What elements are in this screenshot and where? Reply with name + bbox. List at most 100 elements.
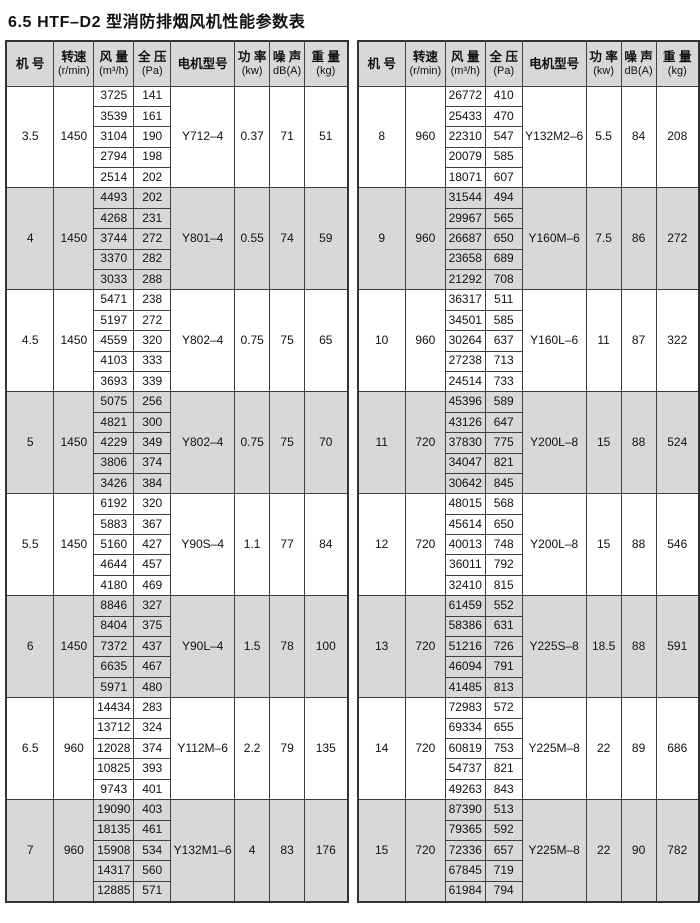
cell-pressure: 647	[484, 411, 523, 434]
cell-airflow: 3693	[93, 370, 135, 393]
cell-power: 11	[585, 289, 622, 393]
cell-noise: 75	[269, 391, 306, 495]
table-row: 60819 753	[358, 737, 700, 760]
cell-airflow: 36011	[444, 554, 486, 576]
cell-airflow: 4229	[93, 432, 135, 454]
table-row: 13712 324	[6, 717, 348, 740]
table-row: 13 720 61459 552 Y225S–8 18.5 88 591	[357, 595, 700, 699]
cell-weight: 322	[655, 289, 700, 393]
cell-motor-model: Y160M–6	[521, 187, 587, 291]
cell-machine-no: 5.5	[5, 493, 55, 597]
cell-pressure: 231	[133, 207, 172, 230]
cell-pressure: 655	[484, 717, 523, 740]
col-header-0: 机 号	[5, 40, 55, 87]
cell-airflow: 5883	[93, 513, 135, 536]
cell-machine-no: 6	[5, 595, 55, 699]
cell-power: 15	[585, 493, 622, 597]
col-header-line2: (kg)	[667, 64, 687, 77]
cell-pressure: 791	[484, 656, 523, 678]
cell-airflow: 12028	[93, 737, 135, 760]
cell-weight: 782	[655, 799, 700, 903]
cell-pressure: 733	[484, 370, 523, 393]
col-header-3: 全 压 (Pa)	[133, 40, 172, 87]
cell-pressure: 327	[133, 595, 172, 617]
cell-speed: 960	[404, 289, 446, 393]
cell-pressure: 775	[484, 432, 523, 454]
cell-speed: 1450	[53, 187, 95, 291]
cell-pressure: 689	[484, 248, 523, 271]
cell-airflow: 72336	[444, 839, 486, 862]
cell-airflow: 67845	[444, 860, 486, 882]
cell-airflow: 61459	[444, 595, 486, 617]
cell-pressure: 427	[133, 534, 172, 556]
table-row: 4.5 1450 5471 238 Y802–4 0.75 75 65	[5, 289, 348, 393]
table-row: 43126 647	[358, 411, 700, 434]
cell-pressure: 560	[133, 860, 172, 882]
cell-airflow: 54737	[444, 758, 486, 780]
cell-motor-model: Y200L–8	[521, 391, 587, 495]
col-header-1: 转速 (r/min)	[53, 40, 95, 87]
table-row: 5883 367	[6, 513, 348, 536]
cell-machine-no: 7	[5, 799, 55, 903]
cell-airflow: 3426	[93, 472, 135, 495]
cell-airflow: 3104	[93, 126, 135, 148]
cell-machine-no: 13	[357, 595, 406, 699]
table-row: 11 720 45396 589 Y200L–8 15 88 524	[357, 391, 700, 495]
table-row: 37830 775	[358, 432, 700, 454]
cell-airflow: 41485	[444, 676, 486, 699]
table-row: 27238 713	[358, 350, 700, 372]
table-row: 4103 333	[6, 350, 348, 372]
cell-motor-model: Y225M–8	[521, 799, 587, 903]
cell-airflow: 6635	[93, 656, 135, 678]
col-header-line2: (kw)	[593, 64, 614, 77]
cell-pressure: 571	[133, 880, 172, 903]
cell-power: 15	[585, 391, 622, 495]
table-row: 4268 231	[6, 207, 348, 230]
cell-airflow: 26772	[444, 85, 486, 107]
cell-airflow: 14317	[93, 860, 135, 882]
fan-spec-table-left: 机 号转速 (r/min) 风 量 (m³/h) 全 压 (Pa) 电机型号功 率 (kw) 噪…	[5, 40, 349, 903]
col-header-line1: 噪 声	[624, 50, 653, 65]
cell-pressure: 202	[133, 187, 172, 209]
cell-noise: 74	[269, 187, 306, 291]
cell-pressure: 384	[133, 472, 172, 495]
cell-airflow: 43126	[444, 411, 486, 434]
cell-pressure: 719	[484, 860, 523, 882]
cell-weight: 70	[304, 391, 348, 495]
col-header-line1: 噪 声	[272, 50, 302, 65]
cell-motor-model: Y712–4	[170, 85, 236, 189]
table-row: 3806 374	[6, 452, 348, 474]
col-header-6: 噪 声 dB(A)	[269, 40, 306, 87]
cell-motor-model: Y112M–6	[170, 697, 236, 801]
cell-airflow: 32410	[444, 574, 486, 597]
table-row: 5 1450 5075 256 Y802–4 0.75 75 70	[5, 391, 348, 495]
cell-pressure: 753	[484, 737, 523, 760]
cell-motor-model: Y90L–4	[170, 595, 236, 699]
cell-airflow: 4103	[93, 350, 135, 372]
cell-pressure: 815	[484, 574, 523, 597]
cell-machine-no: 12	[357, 493, 406, 597]
col-header-line1: 功 率	[237, 50, 267, 65]
col-header-line2: (r/min)	[409, 64, 442, 77]
cell-power: 1.1	[234, 493, 271, 597]
page-title: 6.5 HTF–D2 型消防排烟风机性能参数表	[8, 14, 306, 31]
cell-pressure: 511	[484, 289, 523, 311]
table-row: 9743 401	[6, 778, 348, 801]
table-row: 12885 571	[6, 880, 348, 903]
cell-pressure: 585	[484, 309, 523, 332]
table-row: 12 720 48015 568 Y200L–8 15 88 546	[357, 493, 700, 597]
cell-noise: 79	[269, 697, 306, 801]
cell-pressure: 843	[484, 778, 523, 801]
col-header-line2: (kw)	[241, 64, 263, 77]
cell-pressure: 821	[484, 452, 523, 474]
table-row: 69334 655	[358, 717, 700, 740]
table-row: 12028 374	[6, 737, 348, 760]
cell-pressure: 333	[133, 350, 172, 372]
cell-machine-no: 10	[357, 289, 406, 393]
cell-pressure: 794	[484, 880, 523, 903]
cell-pressure: 845	[484, 472, 523, 495]
table-row: 30264 637	[358, 330, 700, 352]
cell-pressure: 320	[133, 493, 172, 515]
header-row: 机 号转速 (r/min) 风 量 (m³/h) 全 压 (Pa) 电机型号功 率 (kw) 噪…	[5, 40, 348, 87]
table-row: 61984 794	[358, 880, 700, 903]
